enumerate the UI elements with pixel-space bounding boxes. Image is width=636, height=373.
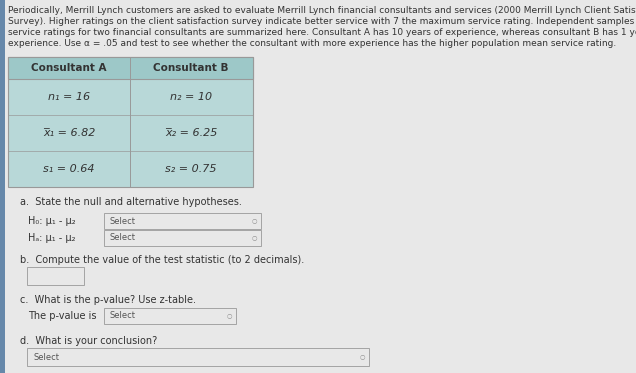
Text: x̅₁ = 6.82: x̅₁ = 6.82 [43, 128, 95, 138]
Text: Select: Select [110, 311, 136, 320]
FancyBboxPatch shape [104, 308, 236, 324]
FancyBboxPatch shape [27, 348, 369, 366]
Text: Periodically, Merrill Lynch customers are asked to evaluate Merrill Lynch financ: Periodically, Merrill Lynch customers ar… [8, 6, 636, 15]
Text: n₂ = 10: n₂ = 10 [170, 92, 212, 102]
Text: experience. Use α = .05 and test to see whether the consultant with more experie: experience. Use α = .05 and test to see … [8, 39, 616, 48]
Text: Survey). Higher ratings on the client satisfaction survey indicate better servic: Survey). Higher ratings on the client sa… [8, 17, 636, 26]
Text: ○: ○ [360, 354, 366, 360]
Text: a.  State the null and alternative hypotheses.: a. State the null and alternative hypoth… [20, 197, 242, 207]
Text: d.  What is your conclusion?: d. What is your conclusion? [20, 336, 157, 346]
Text: s₂ = 0.75: s₂ = 0.75 [165, 164, 217, 174]
FancyBboxPatch shape [27, 267, 84, 285]
Text: Select: Select [110, 233, 136, 242]
Text: Consultant B: Consultant B [153, 63, 229, 73]
Text: ○: ○ [227, 313, 233, 319]
Text: c.  What is the p-value? Use z-table.: c. What is the p-value? Use z-table. [20, 295, 196, 305]
Text: Consultant A: Consultant A [31, 63, 107, 73]
Text: b.  Compute the value of the test statistic (to 2 decimals).: b. Compute the value of the test statist… [20, 255, 304, 265]
Text: H₀: μ₁ - μ₂: H₀: μ₁ - μ₂ [28, 216, 76, 226]
Text: Hₐ: μ₁ - μ₂: Hₐ: μ₁ - μ₂ [28, 233, 76, 243]
Text: service ratings for two financial consultants are summarized here. Consultant A : service ratings for two financial consul… [8, 28, 636, 37]
Text: The p-value is: The p-value is [28, 311, 97, 321]
Text: Select: Select [33, 352, 59, 361]
Text: Select: Select [110, 216, 136, 226]
Text: n₁ = 16: n₁ = 16 [48, 92, 90, 102]
Text: ○: ○ [252, 235, 258, 241]
Bar [8, 57, 253, 79]
Text: x̅₂ = 6.25: x̅₂ = 6.25 [165, 128, 217, 138]
Bar [8, 57, 253, 187]
FancyBboxPatch shape [104, 230, 261, 246]
Text: ○: ○ [252, 219, 258, 223]
Text: s₁ = 0.64: s₁ = 0.64 [43, 164, 95, 174]
Bar [0, 0, 5, 373]
FancyBboxPatch shape [104, 213, 261, 229]
